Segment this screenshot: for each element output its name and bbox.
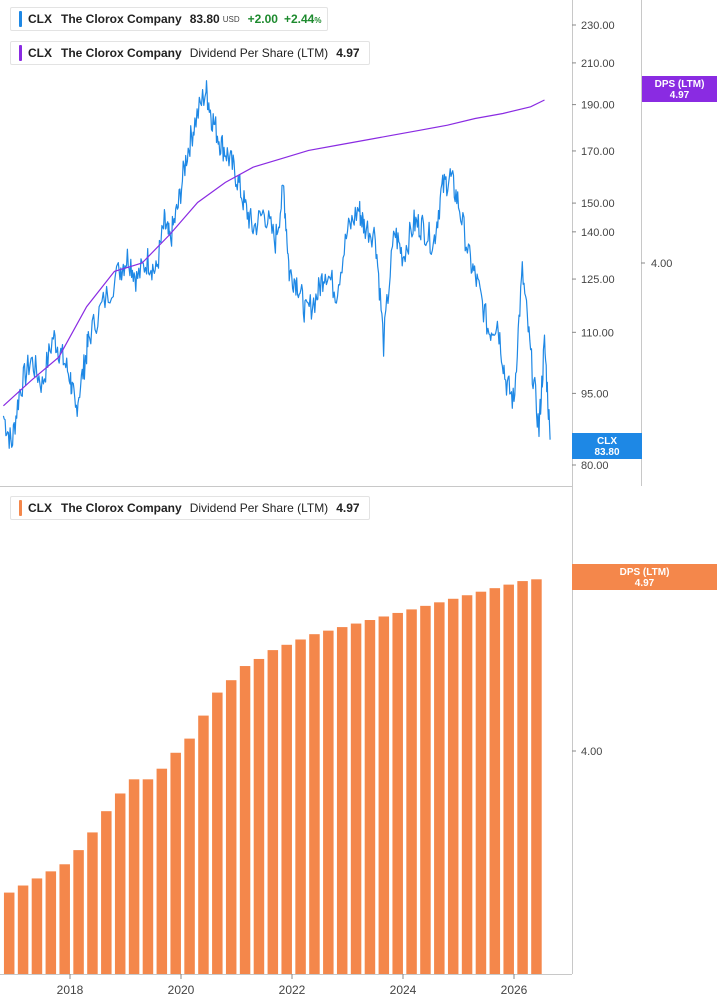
dps-bottom-legend-value: 4.97 (336, 501, 360, 515)
dps-bottom-badge-label: DPS (LTM) (620, 567, 670, 578)
time-tick-label: 2020 (168, 983, 195, 997)
dps-bar (503, 584, 514, 974)
dps-bottom-badge-bg (572, 564, 717, 590)
dps-bar (212, 692, 223, 974)
time-tick-label: 2026 (501, 983, 528, 997)
dps-bottom-badge-value: 4.97 (635, 578, 655, 589)
price-legend-name: The Clorox Company (61, 12, 182, 26)
dps-top-badge-label: DPS (LTM) (655, 79, 705, 90)
clx-badge-label: CLX (597, 436, 617, 447)
price-tick-label: 140.00 (581, 227, 615, 239)
dps-top-badge-bg (642, 76, 717, 102)
dps-bar (489, 588, 501, 974)
price-tick-label: 150.00 (581, 198, 615, 210)
dps-bar (434, 602, 445, 974)
price-legend-currency: USD (222, 14, 240, 24)
price-tick-label: 110.00 (581, 327, 614, 339)
dps-bar (323, 630, 334, 974)
dps-bar (114, 793, 126, 974)
dps-bar (3, 892, 15, 974)
dps-bar (59, 864, 70, 974)
price-tick-label: 210.00 (581, 58, 615, 70)
clx-badge-bg (572, 433, 642, 459)
dps-top-tick-label: 4.00 (651, 258, 672, 270)
dps-bar (378, 616, 390, 974)
time-tick-label: 2024 (390, 983, 417, 997)
price-tick-label: 125.00 (581, 274, 615, 286)
dps-bar (128, 779, 140, 974)
clx-badge-value: 83.80 (594, 447, 619, 458)
dps-bar (239, 666, 251, 974)
dps-bar (101, 811, 112, 974)
dps-top-legend[interactable]: CLX The Clorox Company Dividend Per Shar… (10, 41, 370, 65)
dps-bar (142, 779, 154, 974)
dps-bar (31, 878, 43, 974)
dps-top-legend-symbol: CLX (28, 46, 52, 60)
dps-bottom-legend-metric: Dividend Per Share (LTM) (189, 501, 329, 515)
dps-bar (309, 634, 320, 974)
dps-bar (517, 581, 528, 974)
dps-bar (156, 768, 168, 974)
dps-bar (447, 598, 459, 974)
dps-top-legend-metric: Dividend Per Share (LTM) (189, 46, 329, 60)
price-legend-change-pct: +2.44% (283, 12, 322, 26)
dps-top-badge-value: 4.97 (670, 90, 690, 101)
dps-bar (350, 623, 362, 974)
time-tick-label: 2018 (57, 983, 84, 997)
dps-bar (73, 850, 84, 974)
dps-bottom-legend-name: The Clorox Company (61, 501, 182, 515)
dps-bar (420, 605, 431, 974)
dps-bottom-legend-symbol: CLX (28, 501, 52, 515)
dps-top-legend-name: The Clorox Company (61, 46, 182, 60)
clx-price-line (2, 80, 551, 449)
dps-bar (170, 752, 181, 974)
dps-bar (475, 591, 487, 974)
dps-top-legend-value: 4.97 (336, 46, 360, 60)
price-tick-label: 95.00 (581, 388, 609, 400)
price-tick-label: 230.00 (581, 20, 615, 32)
dps-line (2, 99, 545, 407)
price-legend-symbol: CLX (28, 12, 52, 26)
dps-bar (225, 680, 237, 974)
price-legend[interactable]: CLX The Clorox Company 83.80 USD +2.00 +… (10, 7, 329, 31)
dps-bar (406, 609, 417, 974)
dps-bar (198, 715, 209, 974)
dps-bar (392, 612, 403, 974)
dps-bar (184, 738, 195, 974)
dps-bottom-legend[interactable]: CLX The Clorox Company Dividend Per Shar… (10, 496, 370, 520)
dps-bar (461, 595, 473, 974)
dps-bar (364, 620, 376, 974)
dps-bar (17, 885, 29, 974)
price-tick-label: 170.00 (581, 146, 615, 158)
dps-bar (45, 871, 57, 974)
dps-bar (87, 832, 98, 974)
dps-bar (267, 650, 279, 974)
dps-bar (295, 639, 306, 974)
dps-bar (336, 627, 348, 974)
price-legend-value: 83.80 (189, 12, 220, 26)
dps-bar (253, 658, 265, 974)
price-tick-label: 190.00 (581, 100, 615, 112)
dps-bar (531, 579, 542, 974)
dps-bottom-legend-color (19, 500, 22, 516)
price-legend-color (19, 11, 22, 27)
price-legend-change: +2.00 (247, 12, 278, 26)
time-tick-label: 2022 (279, 983, 306, 997)
price-tick-label: 80.00 (581, 460, 609, 472)
dps-top-legend-color (19, 45, 22, 61)
dps-bottom-tick-label: 4.00 (581, 746, 602, 758)
dps-bar (281, 644, 292, 974)
